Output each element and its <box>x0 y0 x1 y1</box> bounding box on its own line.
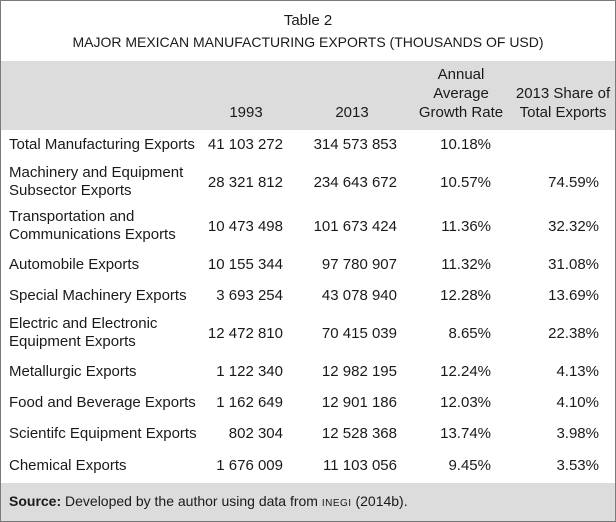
value-1993: 41 103 272 <box>207 136 283 153</box>
value-2013: 12 528 368 <box>321 425 397 442</box>
share: 3.53% <box>556 457 599 474</box>
header-share-line1: 2013 Share of <box>515 85 611 102</box>
row-label-line2: Subsector Exports <box>9 182 132 199</box>
table-row: Food and Beverage Exports 1 162 649 12 9… <box>1 394 615 414</box>
value-2013: 43 078 940 <box>321 287 397 304</box>
source-year: (2014b). <box>355 493 408 509</box>
value-2013: 234 643 672 <box>313 174 397 191</box>
row-label-line1: Machinery and Equipment <box>9 164 184 181</box>
source-agency: INEGI <box>321 498 352 509</box>
growth-rate: 8.65% <box>448 325 491 342</box>
growth-rate: 11.36% <box>441 218 491 235</box>
table-source-footer: Source: Developed by the author using da… <box>1 483 615 521</box>
table-row: Special Machinery Exports 3 693 254 43 0… <box>1 287 615 307</box>
value-2013: 101 673 424 <box>313 218 397 235</box>
header-growth-line2: Average <box>433 85 489 102</box>
value-2013: 11 103 056 <box>323 457 397 474</box>
header-2013: 2013 <box>335 104 369 121</box>
growth-rate: 9.45% <box>448 457 491 474</box>
table-row: Chemical Exports 1 676 009 11 103 056 9.… <box>1 457 615 477</box>
share: 3.98% <box>556 425 599 442</box>
row-label-line1: Transportation and <box>9 208 135 225</box>
source-text: Developed by the author using data from <box>65 493 318 509</box>
table-title-block: Table 2 MAJOR MEXICAN MANUFACTURING EXPO… <box>1 1 615 61</box>
table-row: Electric and Electronic Equipment Export… <box>1 315 615 353</box>
header-share-line2: Total Exports <box>519 104 607 121</box>
value-1993: 1 122 340 <box>216 363 283 380</box>
share: 4.13% <box>556 363 599 380</box>
value-1993: 28 321 812 <box>207 174 283 191</box>
header-growth-line1: Annual <box>437 66 485 83</box>
row-label: Metallurgic Exports <box>9 363 137 380</box>
header-share: 2013 Share of Total Exports <box>513 84 613 122</box>
value-1993: 3 693 254 <box>216 287 283 304</box>
share: 74.59% <box>548 174 599 191</box>
share: 32.32% <box>548 218 599 235</box>
row-label: Automobile Exports <box>9 256 140 273</box>
growth-rate: 11.32% <box>441 256 491 273</box>
row-label: Chemical Exports <box>9 457 127 474</box>
share: 4.10% <box>556 394 599 411</box>
value-1993: 1 162 649 <box>216 394 283 411</box>
growth-rate: 12.28% <box>440 287 491 304</box>
table-row: Metallurgic Exports 1 122 340 12 982 195… <box>1 363 615 383</box>
growth-rate: 13.74% <box>440 425 491 442</box>
source-note: Source: Developed by the author using da… <box>9 493 408 509</box>
header-growth-rate: Annual Average Growth Rate <box>411 65 511 122</box>
value-2013: 97 780 907 <box>321 256 397 273</box>
growth-rate: 10.57% <box>440 174 491 191</box>
share: 31.08% <box>548 256 599 273</box>
value-2013: 12 982 195 <box>321 363 397 380</box>
header-growth-line3: Growth Rate <box>418 104 504 121</box>
value-1993: 12 472 810 <box>207 325 283 342</box>
row-label-line1: Electric and Electronic <box>9 315 158 332</box>
share: 13.69% <box>548 287 599 304</box>
source-label: Source: <box>9 493 62 509</box>
value-1993: 1 676 009 <box>216 457 283 474</box>
table-number: Table 2 <box>283 12 333 29</box>
value-1993: 10 473 498 <box>207 218 283 235</box>
table-row: Machinery and Equipment Subsector Export… <box>1 164 615 202</box>
growth-rate: 12.03% <box>440 394 491 411</box>
value-2013: 70 415 039 <box>321 325 397 342</box>
growth-rate: 10.18% <box>440 136 491 153</box>
value-1993: 10 155 344 <box>207 256 283 273</box>
share: 22.38% <box>548 325 599 342</box>
table-row: Transportation and Communications Export… <box>1 208 615 246</box>
growth-rate: 12.24% <box>440 363 491 380</box>
table-header: 1993 2013 Annual Average Growth Rate 201… <box>1 61 615 130</box>
table-caption: MAJOR MEXICAN MANUFACTURING EXPORTS (THO… <box>72 34 544 50</box>
table-body: Total Manufacturing Exports 41 103 272 3… <box>1 130 615 483</box>
value-2013: 314 573 853 <box>313 136 397 153</box>
row-label-line2: Equipment Exports <box>9 333 136 350</box>
row-label-line2: Communications Exports <box>9 226 176 243</box>
header-1993: 1993 <box>229 104 263 121</box>
row-label: Scientifc Equipment Exports <box>9 425 197 442</box>
row-label: Food and Beverage Exports <box>9 394 196 411</box>
value-2013: 12 901 186 <box>321 394 397 411</box>
table-row: Automobile Exports 10 155 344 97 780 907… <box>1 256 615 276</box>
table-row: Scientifc Equipment Exports 802 304 12 5… <box>1 425 615 445</box>
value-1993: 802 304 <box>228 425 283 442</box>
table-row: Total Manufacturing Exports 41 103 272 3… <box>1 136 615 156</box>
row-label: Special Machinery Exports <box>9 287 187 304</box>
row-label: Total Manufacturing Exports <box>9 136 195 153</box>
